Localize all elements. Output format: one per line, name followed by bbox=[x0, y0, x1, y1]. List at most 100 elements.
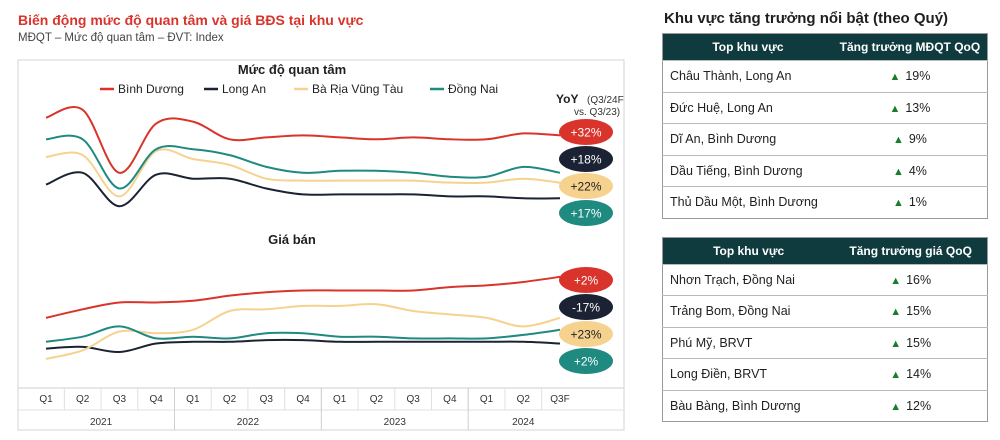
x-tick-label: Q1 bbox=[333, 394, 347, 405]
yoy-badge-price-ba-ria-vung-tau bbox=[559, 321, 613, 347]
area-name: Trảng Bom, Đồng Nai bbox=[662, 295, 835, 327]
table-header-row: Top khu vực Tăng trưởng giá QoQ bbox=[662, 237, 988, 264]
triangle-up-icon: ▲ bbox=[892, 134, 904, 147]
x-tick-label: Q3 bbox=[260, 394, 274, 405]
triangle-up-icon: ▲ bbox=[892, 165, 904, 178]
x-group-label-2022: 2022 bbox=[237, 417, 260, 428]
triangle-up-icon: ▲ bbox=[890, 274, 902, 287]
area-name: Đức Huệ, Long An bbox=[662, 91, 833, 124]
yoy-value-price-ba-ria-vung-tau: +23% bbox=[570, 328, 601, 342]
legend-label-ba-ria-vung-tau: Bà Rịa Vũng Tàu bbox=[312, 82, 403, 96]
price-line-long-an bbox=[45, 338, 561, 354]
table-row: Phú Mỹ, BRVT ▲ 15% bbox=[662, 326, 988, 359]
yoy-value-interest-dong-nai: +17% bbox=[570, 207, 601, 221]
interest-growth-table: Top khu vực Tăng trưởng MĐQT QoQ Châu Th… bbox=[662, 33, 988, 219]
growth-cell: ▲ 12% bbox=[834, 389, 988, 422]
triangle-up-icon: ▲ bbox=[890, 306, 902, 319]
x-tick-label: Q4 bbox=[296, 394, 310, 405]
table-row: Dĩ An, Bình Dương ▲ 9% bbox=[662, 123, 988, 155]
area-name: Dầu Tiếng, Bình Dương bbox=[662, 154, 833, 187]
growth-value: 16% bbox=[906, 272, 932, 287]
x-tick-label: Q3 bbox=[113, 394, 127, 405]
chart-subtitle: MĐQT – Mức độ quan tâm – ĐVT: Index bbox=[18, 32, 224, 44]
growth-value: 14% bbox=[906, 367, 932, 382]
yoy-value-interest-ba-ria-vung-tau: +22% bbox=[570, 180, 601, 194]
yoy-badge-interest-binh-duong bbox=[559, 119, 613, 145]
table-row: Dầu Tiếng, Bình Dương ▲ 4% bbox=[662, 154, 988, 187]
price-panel-title: Giá bán bbox=[268, 232, 316, 247]
area-name: Long Điền, BRVT bbox=[662, 358, 835, 390]
column-header-area: Top khu vực bbox=[662, 33, 833, 61]
legend-label-long-an: Long An bbox=[222, 82, 266, 96]
area-name: Dĩ An, Bình Dương bbox=[662, 123, 833, 155]
price-line-binh-duong bbox=[45, 275, 561, 319]
growth-value: 15% bbox=[906, 335, 932, 350]
yoy-value-interest-binh-duong: +32% bbox=[570, 126, 601, 140]
x-tick-label: Q1 bbox=[39, 394, 53, 405]
yoy-badge-price-binh-duong bbox=[559, 267, 613, 293]
x-tick-label: Q2 bbox=[76, 394, 90, 405]
price-growth-table: Top khu vực Tăng trưởng giá QoQ Nhơn Trạ… bbox=[662, 236, 988, 422]
chart-panel: Bình Dương Long An Bà Rịa Vũng Tàu Đồng Nai… bbox=[12, 8, 636, 434]
x-group-label-2024: 2024 bbox=[512, 417, 535, 428]
growth-cell: ▲ 4% bbox=[832, 154, 988, 187]
interest-line-long-an bbox=[45, 171, 561, 208]
price-line-dong-nai bbox=[45, 325, 561, 343]
yoy-badge-price-long-an bbox=[559, 294, 613, 320]
table-header-row: Top khu vực Tăng trưởng MĐQT QoQ bbox=[662, 33, 988, 61]
price-line-ba-ria-vung-tau bbox=[45, 303, 561, 360]
x-tick-label: Q1 bbox=[480, 394, 494, 405]
yoy-value-price-binh-duong: +2% bbox=[574, 274, 599, 288]
chart-frame bbox=[17, 59, 625, 431]
growth-value: 4% bbox=[908, 163, 927, 178]
highlight-panel: Khu vực tăng trưởng nổi bật (theo Quý) T… bbox=[662, 10, 992, 434]
triangle-up-icon: ▲ bbox=[890, 337, 902, 350]
yoy-value-price-dong-nai: +2% bbox=[574, 355, 599, 369]
line-chart: Bình Dương Long An Bà Rịa Vũng Tàu Đồng Nai… bbox=[17, 59, 625, 431]
yoy-badge-interest-ba-ria-vung-tau bbox=[559, 173, 613, 199]
growth-cell: ▲ 15% bbox=[834, 326, 988, 359]
x-tick-label: Q3F bbox=[550, 394, 569, 405]
table-row: Châu Thành, Long An ▲ 19% bbox=[662, 60, 988, 92]
yoy-header-compare: vs. Q3/23) bbox=[574, 107, 620, 118]
growth-value: 12% bbox=[906, 398, 932, 413]
triangle-up-icon: ▲ bbox=[892, 197, 904, 210]
growth-value: 15% bbox=[906, 304, 932, 319]
growth-cell: ▲ 16% bbox=[834, 263, 988, 296]
chart-title: Biến động mức độ quan tâm và giá BĐS tại… bbox=[18, 12, 364, 28]
table-row: Bàu Bàng, Bình Dương ▲ 12% bbox=[662, 389, 988, 422]
table-row: Long Điền, BRVT ▲ 14% bbox=[662, 358, 988, 390]
column-header-growth: Tăng trưởng giá QoQ bbox=[834, 237, 988, 264]
interest-panel-title: Mức độ quan tâm bbox=[238, 62, 346, 77]
triangle-up-icon: ▲ bbox=[889, 71, 901, 84]
area-name: Châu Thành, Long An bbox=[662, 60, 833, 92]
yoy-badge-interest-dong-nai bbox=[559, 200, 613, 226]
table-row: Thủ Dầu Một, Bình Dương ▲ 1% bbox=[662, 186, 988, 218]
interest-line-dong-nai bbox=[45, 134, 561, 190]
triangle-up-icon: ▲ bbox=[889, 102, 901, 115]
table-row: Đức Huệ, Long An ▲ 13% bbox=[662, 91, 988, 124]
x-tick-label: Q4 bbox=[443, 394, 457, 405]
x-tick-label: Q1 bbox=[186, 394, 200, 405]
growth-value: 1% bbox=[908, 195, 927, 210]
triangle-up-icon: ▲ bbox=[890, 369, 902, 382]
area-name: Phú Mỹ, BRVT bbox=[662, 326, 835, 359]
x-tick-label: Q2 bbox=[517, 394, 531, 405]
yoy-header-period: (Q3/24F bbox=[587, 95, 624, 106]
yoy-value-price-long-an: -17% bbox=[572, 301, 600, 315]
growth-cell: ▲ 1% bbox=[832, 186, 988, 218]
yoy-value-interest-long-an: +18% bbox=[570, 153, 601, 167]
area-name: Bàu Bàng, Bình Dương bbox=[662, 389, 835, 422]
triangle-up-icon: ▲ bbox=[890, 400, 902, 413]
yoy-header: YoY bbox=[556, 92, 578, 106]
growth-value: 13% bbox=[905, 100, 931, 115]
growth-cell: ▲ 15% bbox=[834, 295, 988, 327]
area-name: Thủ Dầu Một, Bình Dương bbox=[662, 186, 833, 218]
table-row: Nhơn Trạch, Đồng Nai ▲ 16% bbox=[662, 263, 988, 296]
yoy-badge-interest-long-an bbox=[559, 146, 613, 172]
column-header-area: Top khu vực bbox=[662, 237, 835, 264]
growth-value: 19% bbox=[905, 69, 931, 84]
growth-cell: ▲ 13% bbox=[832, 91, 988, 124]
column-header-growth: Tăng trưởng MĐQT QoQ bbox=[832, 33, 988, 61]
growth-cell: ▲ 14% bbox=[834, 358, 988, 390]
